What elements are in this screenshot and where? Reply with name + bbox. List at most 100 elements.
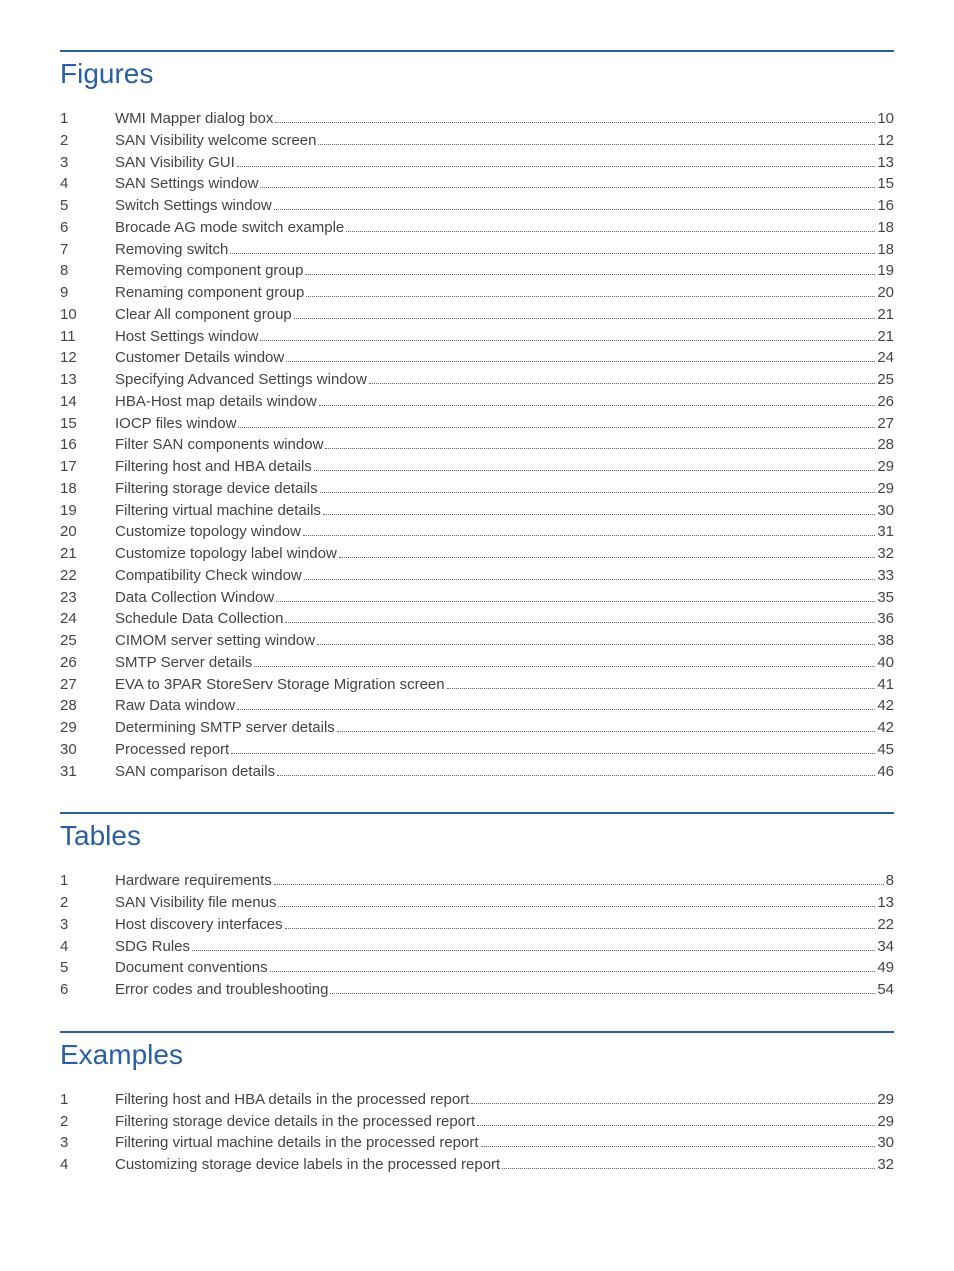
toc-leader-dots [260, 340, 875, 341]
toc-entry-label: Hardware requirements [115, 870, 272, 892]
toc-entry-number: 9 [60, 282, 115, 304]
toc-entry[interactable]: 15IOCP files window27 [60, 413, 894, 435]
toc-entry-label: Filtering storage device details [115, 478, 318, 500]
toc-entry-number: 23 [60, 587, 115, 609]
toc-entry[interactable]: 22Compatibility Check window33 [60, 565, 894, 587]
toc-entry-number: 14 [60, 391, 115, 413]
toc-entry-label: Customizing storage device labels in the… [115, 1154, 500, 1176]
toc-entry-label: Processed report [115, 739, 229, 761]
toc-entry-label: HBA-Host map details window [115, 391, 317, 413]
toc-entry[interactable]: 4SAN Settings window15 [60, 173, 894, 195]
toc-entry[interactable]: 17Filtering host and HBA details29 [60, 456, 894, 478]
toc-entry[interactable]: 20Customize topology window31 [60, 521, 894, 543]
toc-entry[interactable]: 5Document conventions49 [60, 957, 894, 979]
toc-leader-dots [192, 950, 875, 951]
toc-entry-number: 2 [60, 1111, 115, 1133]
toc-leader-dots [275, 122, 875, 123]
toc-entry[interactable]: 11Host Settings window21 [60, 326, 894, 348]
toc-entry-page: 15 [877, 173, 894, 195]
toc-entry[interactable]: 25CIMOM server setting window38 [60, 630, 894, 652]
toc-entry[interactable]: 12Customer Details window24 [60, 347, 894, 369]
toc-entry[interactable]: 3Filtering virtual machine details in th… [60, 1132, 894, 1154]
toc-entry[interactable]: 19Filtering virtual machine details30 [60, 500, 894, 522]
toc-entry[interactable]: 28Raw Data window42 [60, 695, 894, 717]
toc-entry-number: 1 [60, 1089, 115, 1111]
toc-entry-label: WMI Mapper dialog box [115, 108, 273, 130]
toc-entry-page: 30 [877, 500, 894, 522]
toc-entry-page: 41 [877, 674, 894, 696]
toc-entry[interactable]: 1WMI Mapper dialog box10 [60, 108, 894, 130]
toc-leader-dots [319, 405, 876, 406]
toc-entry-page: 19 [877, 260, 894, 282]
section-title: Examples [60, 1039, 894, 1071]
toc-entry[interactable]: 13Specifying Advanced Settings window25 [60, 369, 894, 391]
toc-entry-label: SAN Visibility GUI [115, 152, 235, 174]
toc-entry-page: 42 [877, 717, 894, 739]
toc-entry-label: Brocade AG mode switch example [115, 217, 344, 239]
toc-leader-dots [369, 383, 875, 384]
toc-entry-page: 27 [877, 413, 894, 435]
toc-entry-label: SAN comparison details [115, 761, 275, 783]
toc-entry-label: EVA to 3PAR StoreServ Storage Migration … [115, 674, 445, 696]
toc-entry[interactable]: 10Clear All component group21 [60, 304, 894, 326]
toc-entry-page: 28 [877, 434, 894, 456]
toc-entry[interactable]: 5Switch Settings window16 [60, 195, 894, 217]
toc-entry-page: 40 [877, 652, 894, 674]
toc-entry-label: Compatibility Check window [115, 565, 302, 587]
toc-entry[interactable]: 24Schedule Data Collection36 [60, 608, 894, 630]
toc-entry-page: 32 [877, 1154, 894, 1176]
toc-entry[interactable]: 30Processed report45 [60, 739, 894, 761]
toc-entry-label: Filtering host and HBA details [115, 456, 312, 478]
toc-entry[interactable]: 1Hardware requirements8 [60, 870, 894, 892]
toc-entry[interactable]: 14HBA-Host map details window 26 [60, 391, 894, 413]
toc-entry-page: 31 [877, 521, 894, 543]
toc-entry-label: Filter SAN components window [115, 434, 323, 456]
toc-entry-page: 29 [877, 1089, 894, 1111]
toc-entry-page: 22 [877, 914, 894, 936]
toc-entry-page: 18 [877, 217, 894, 239]
toc-entry[interactable]: 4SDG Rules34 [60, 936, 894, 958]
toc-entry-number: 20 [60, 521, 115, 543]
toc-entry[interactable]: 21Customize topology label window32 [60, 543, 894, 565]
toc-entry-page: 29 [877, 1111, 894, 1133]
toc-entry[interactable]: 2Filtering storage device details in the… [60, 1111, 894, 1133]
toc-entry-number: 6 [60, 979, 115, 1001]
toc-entry[interactable]: 6Error codes and troubleshooting54 [60, 979, 894, 1001]
toc-leader-dots [337, 731, 876, 732]
toc-entry[interactable]: 1Filtering host and HBA details in the p… [60, 1089, 894, 1111]
toc-leader-dots [481, 1146, 876, 1147]
toc-entry-page: 26 [877, 391, 894, 413]
toc-entry[interactable]: 6Brocade AG mode switch example18 [60, 217, 894, 239]
toc-entry[interactable]: 18Filtering storage device details29 [60, 478, 894, 500]
toc-entry-number: 12 [60, 347, 115, 369]
toc-entry[interactable]: 31SAN comparison details46 [60, 761, 894, 783]
toc-entry[interactable]: 16Filter SAN components window28 [60, 434, 894, 456]
toc-entry-label: Removing switch [115, 239, 228, 261]
toc-entry[interactable]: 4Customizing storage device labels in th… [60, 1154, 894, 1176]
toc-entry-page: 49 [877, 957, 894, 979]
toc-entry-label: SDG Rules [115, 936, 190, 958]
toc-leader-dots [314, 470, 876, 471]
toc-entry[interactable]: 26SMTP Server details40 [60, 652, 894, 674]
toc-entry-page: 13 [877, 152, 894, 174]
section-rule [60, 1031, 894, 1033]
toc-entry[interactable]: 9Renaming component group20 [60, 282, 894, 304]
toc-entry[interactable]: 8Removing component group19 [60, 260, 894, 282]
toc-entry[interactable]: 29Determining SMTP server details42 [60, 717, 894, 739]
toc-entry[interactable]: 27EVA to 3PAR StoreServ Storage Migratio… [60, 674, 894, 696]
toc-entry-number: 7 [60, 239, 115, 261]
toc-entry-number: 3 [60, 1132, 115, 1154]
toc-entry[interactable]: 23Data Collection Window35 [60, 587, 894, 609]
toc-entry[interactable]: 3Host discovery interfaces22 [60, 914, 894, 936]
toc-leader-dots [238, 427, 875, 428]
toc-leader-dots [237, 709, 875, 710]
toc-entry[interactable]: 2SAN Visibility file menus13 [60, 892, 894, 914]
toc-entry-label: Filtering virtual machine details in the… [115, 1132, 479, 1154]
toc-leader-dots [278, 906, 875, 907]
toc-leader-dots [477, 1125, 875, 1126]
toc-entry-label: Customize topology label window [115, 543, 337, 565]
toc-leader-dots [285, 622, 875, 623]
toc-entry[interactable]: 2SAN Visibility welcome screen12 [60, 130, 894, 152]
toc-entry[interactable]: 3SAN Visibility GUI13 [60, 152, 894, 174]
toc-entry[interactable]: 7Removing switch18 [60, 239, 894, 261]
